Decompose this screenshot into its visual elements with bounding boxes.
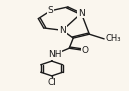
Text: S: S — [47, 6, 53, 15]
Text: CH₃: CH₃ — [106, 34, 121, 43]
Text: NH: NH — [48, 50, 61, 59]
Text: N: N — [59, 26, 66, 35]
Text: N: N — [78, 9, 85, 18]
Text: Cl: Cl — [47, 78, 56, 87]
Text: O: O — [82, 46, 89, 55]
